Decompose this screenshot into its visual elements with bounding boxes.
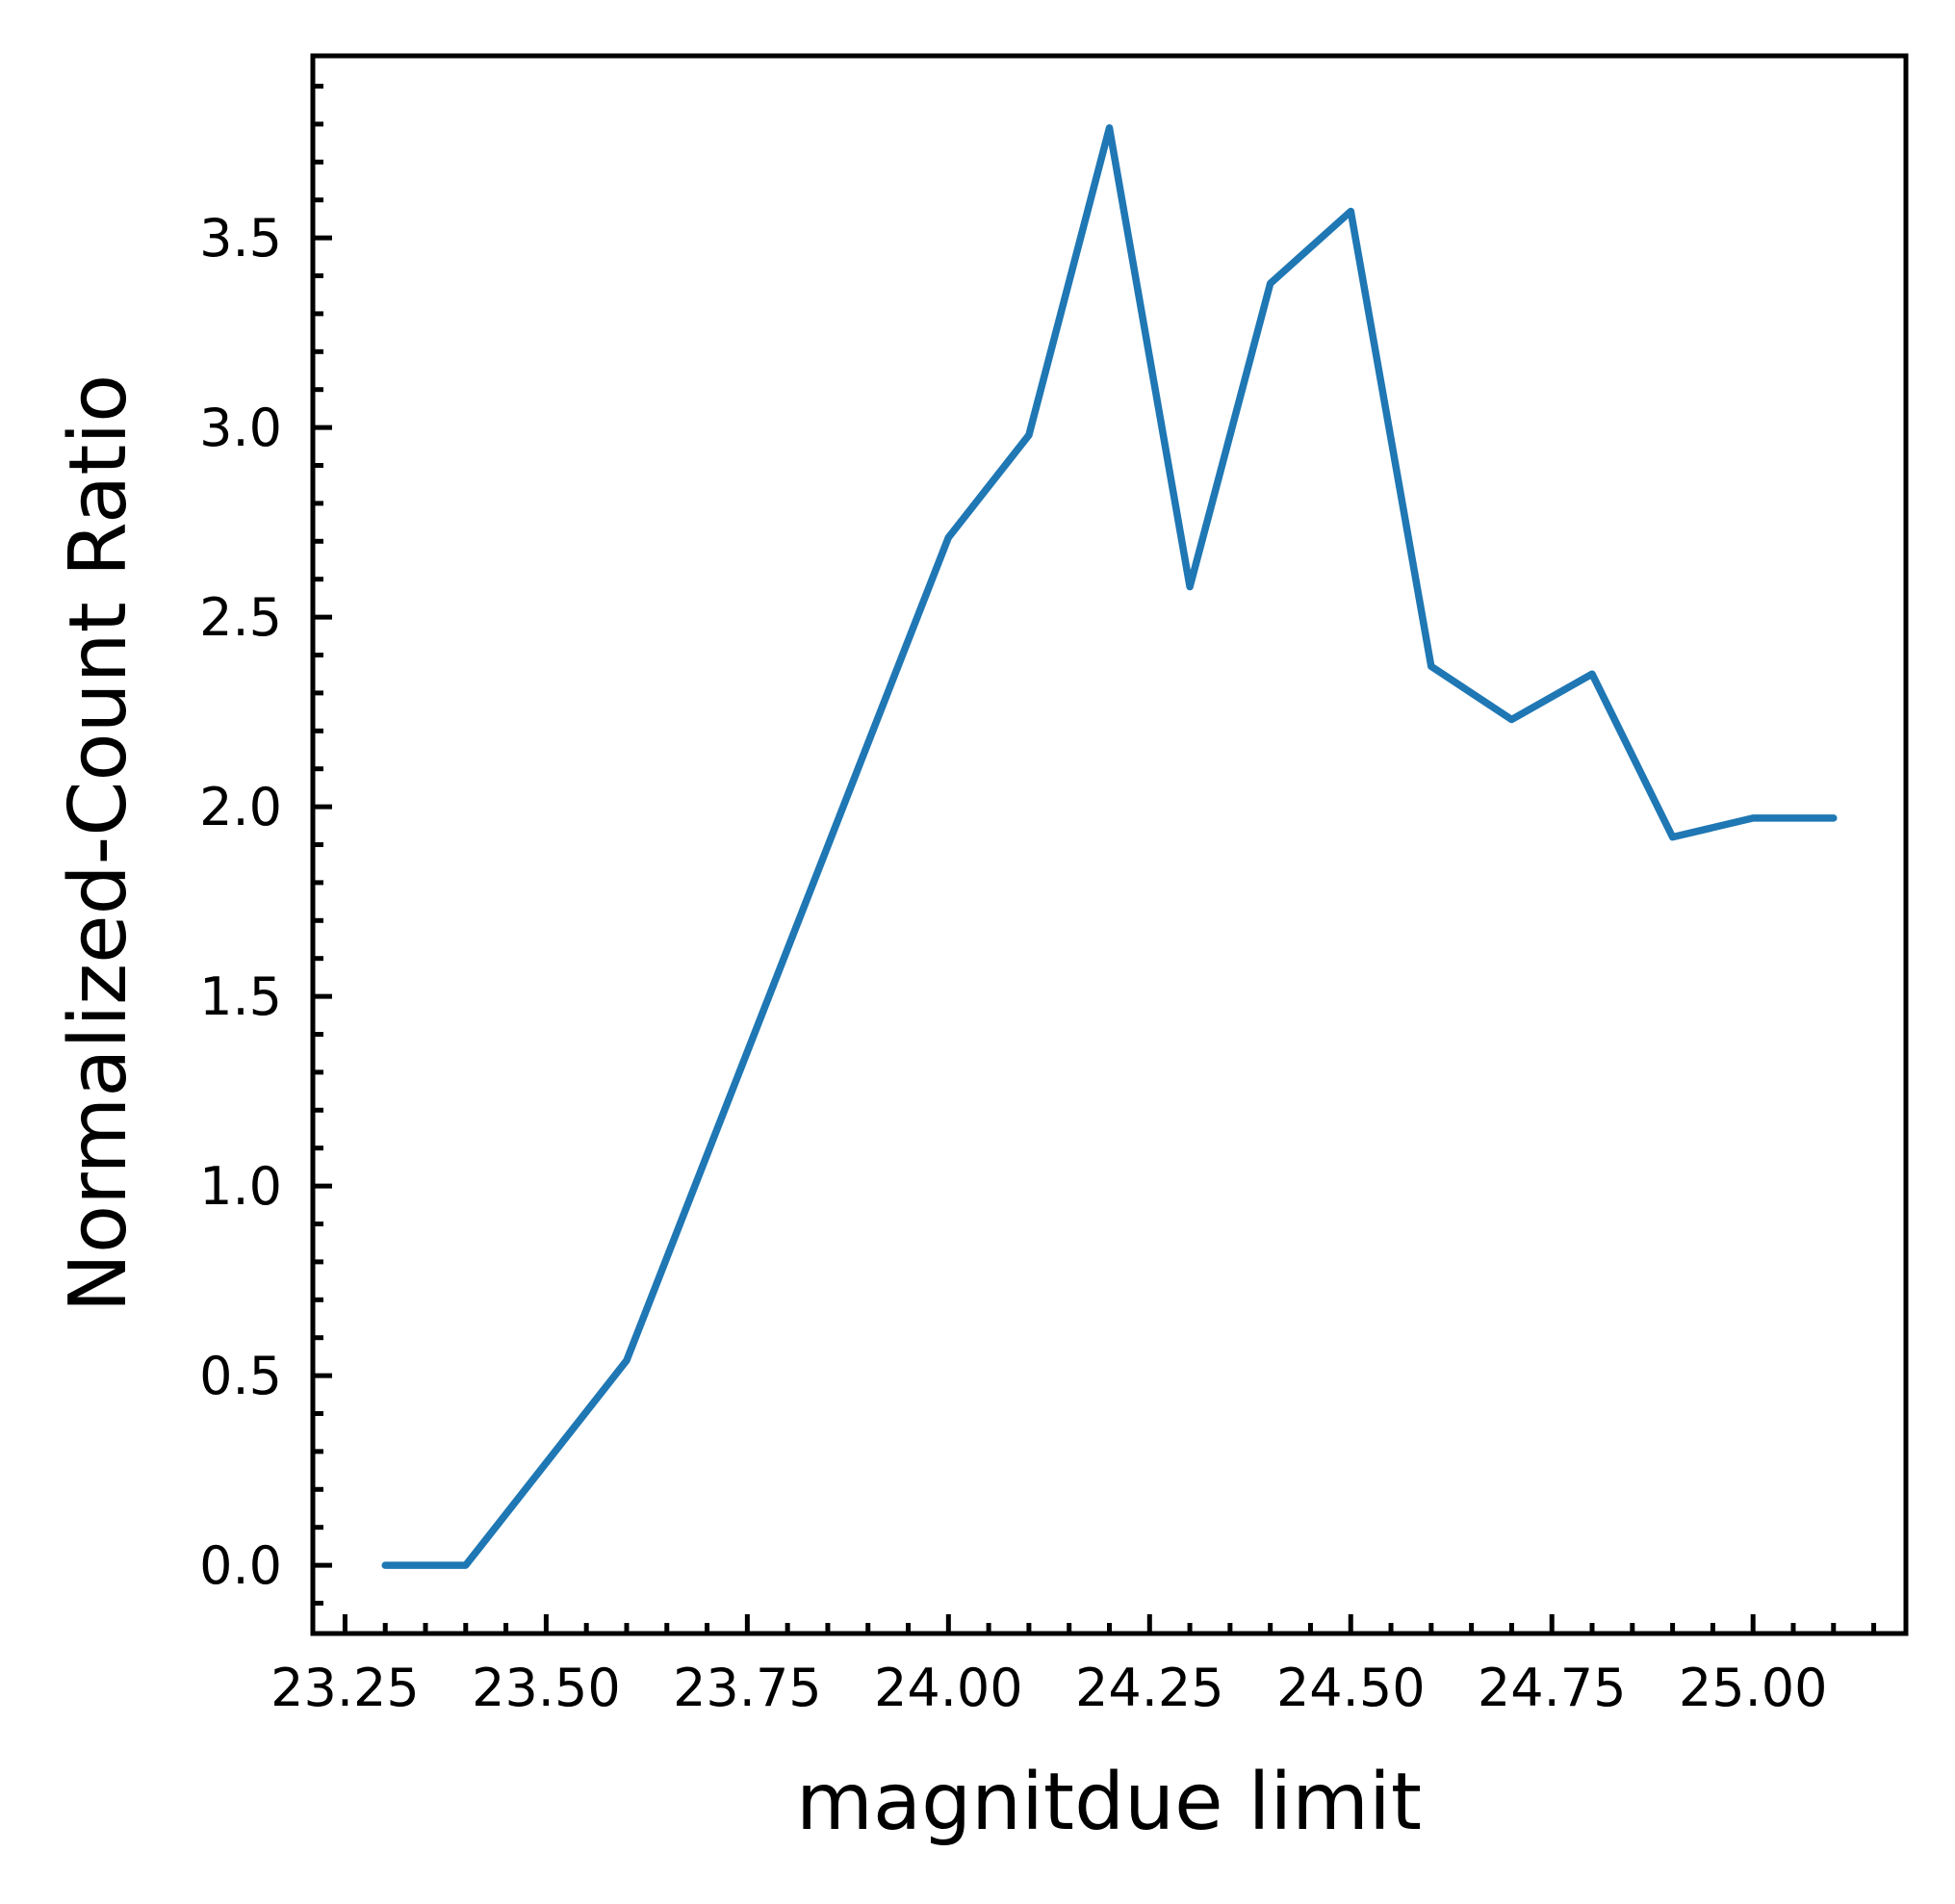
x-tick-label: 23.75 bbox=[673, 1658, 822, 1718]
x-tick-label: 25.00 bbox=[1679, 1658, 1828, 1718]
x-tick-label: 23.25 bbox=[270, 1658, 420, 1718]
y-tick-label: 0.5 bbox=[199, 1346, 282, 1406]
y-tick-label: 1.5 bbox=[199, 966, 282, 1027]
y-tick-label: 2.0 bbox=[199, 777, 282, 837]
x-axis-title: magnitdue limit bbox=[796, 1757, 1422, 1848]
major-ticks bbox=[313, 235, 1756, 1634]
x-tick-label: 24.25 bbox=[1075, 1658, 1224, 1718]
x-tick-label: 24.00 bbox=[874, 1658, 1023, 1718]
plot-frame bbox=[310, 53, 1909, 1636]
x-tick-label: 23.50 bbox=[472, 1658, 621, 1718]
y-tick-label: 0.0 bbox=[199, 1535, 282, 1596]
y-tick-label: 3.5 bbox=[199, 208, 282, 269]
x-tick-label: 24.50 bbox=[1276, 1658, 1426, 1718]
series-layer bbox=[381, 124, 1838, 1569]
x-tick-label: 24.75 bbox=[1478, 1658, 1627, 1718]
y-tick-label: 1.0 bbox=[199, 1156, 282, 1217]
y-axis-title: Normalized-Count Ratio bbox=[53, 374, 144, 1313]
y-tick-labels: 0.0 0.5 1.0 1.5 2.0 2.5 3.0 3.5 bbox=[199, 208, 282, 1596]
series-line bbox=[381, 124, 1838, 1569]
x-tick-labels: 23.25 23.50 23.75 24.00 24.25 24.50 24.75 25.00 bbox=[270, 1658, 1827, 1718]
y-tick-label: 3.0 bbox=[199, 398, 282, 458]
y-tick-label: 2.5 bbox=[199, 587, 282, 648]
